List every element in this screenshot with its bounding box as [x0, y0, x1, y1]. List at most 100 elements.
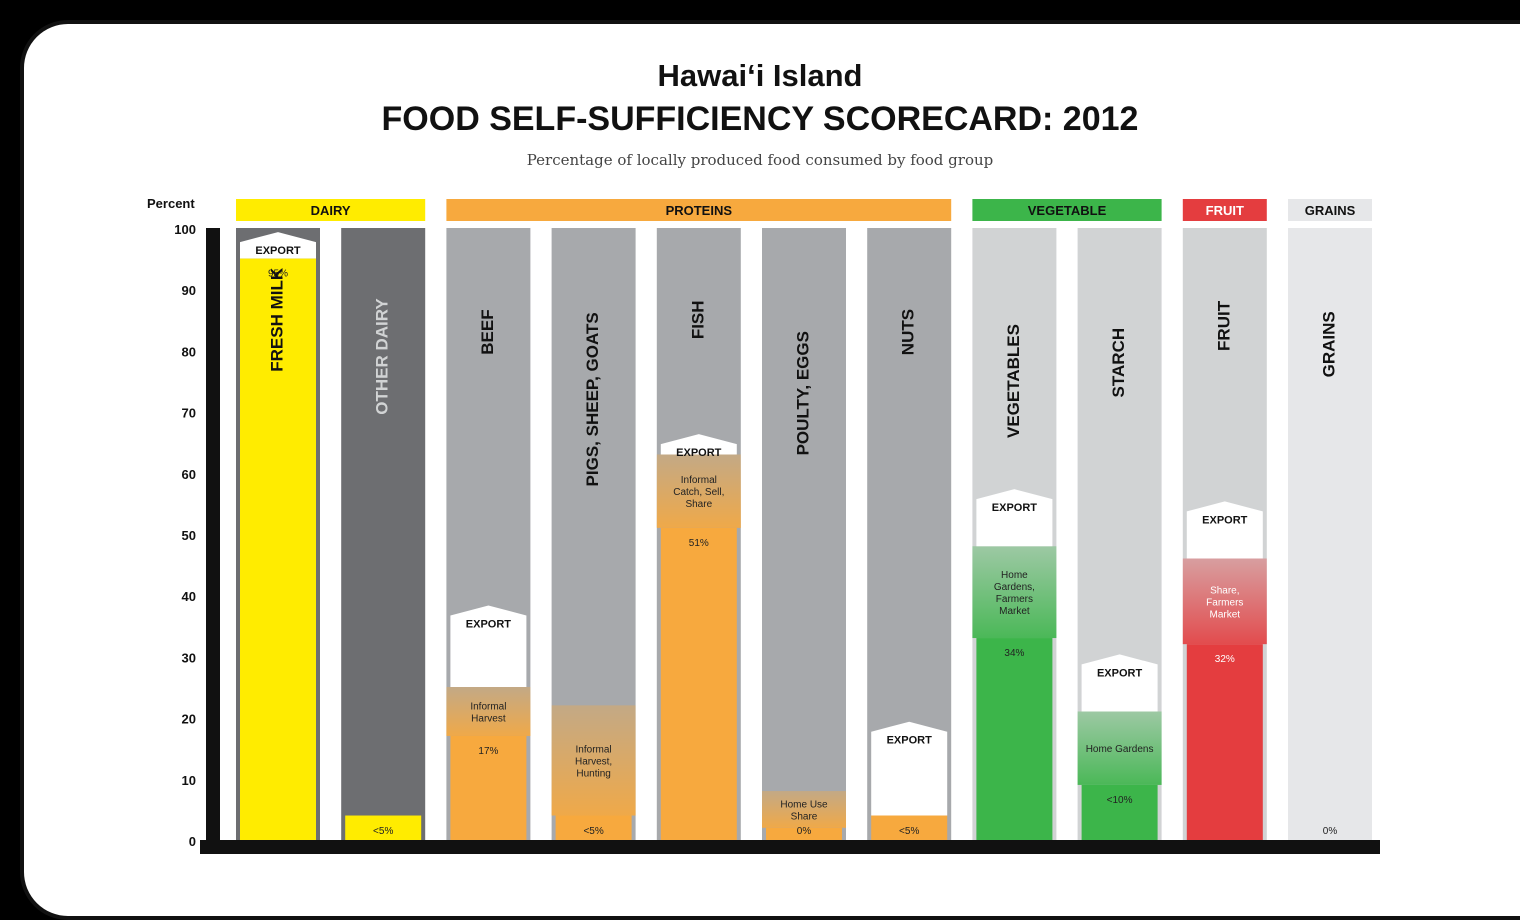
bar-value-label: 0% [1323, 826, 1338, 837]
informal-label: Informal [681, 475, 717, 486]
bar-value-label: <5% [373, 826, 393, 837]
export-arrow [871, 721, 948, 816]
y-axis-line [206, 228, 220, 852]
informal-segment [446, 687, 531, 736]
bar-category-label: OTHER DAIRY [373, 298, 392, 415]
informal-label: Market [999, 606, 1030, 617]
bar-value-beef [450, 735, 527, 840]
y-tick-label: 100 [174, 222, 196, 237]
y-tick-label: 50 [182, 528, 196, 543]
export-label: EXPORT [255, 245, 301, 257]
y-tick-label: 80 [182, 344, 196, 359]
chart-main-subtitle: FOOD SELF-SUFFICIENCY SCORECARD: 2012 [381, 100, 1139, 138]
chart-title: Hawai‘i Island [657, 58, 863, 93]
export-arrow [240, 232, 316, 259]
informal-label: Farmers [1206, 597, 1243, 608]
y-tick-label: 10 [182, 773, 196, 788]
informal-label: Home [1001, 570, 1028, 581]
group-header-vegetable [972, 199, 1162, 221]
bar-category-label: NUTS [899, 309, 918, 355]
y-tick-label: 0 [189, 834, 196, 849]
informal-label: Market [1210, 609, 1241, 620]
export-arrow [976, 489, 1053, 547]
bar-value-label: 0% [797, 826, 812, 837]
informal-label: Informal [470, 701, 506, 712]
informal-segment [1077, 711, 1162, 785]
bar-value-starch [1081, 784, 1158, 840]
bar-background [762, 228, 846, 840]
export-label: EXPORT [992, 502, 1038, 514]
bar-value-fruit [1186, 644, 1263, 840]
bar-value-label: 17% [478, 746, 498, 757]
group-header-label: GRAINS [1305, 203, 1356, 218]
y-tick-label: 90 [182, 283, 196, 298]
bar-category-label: POULTY, EGGS [793, 331, 812, 455]
informal-label: Informal [576, 744, 612, 755]
informal-segment [1182, 558, 1267, 645]
informal-label: Hunting [576, 768, 610, 779]
bar-value-poulty-eggs [766, 827, 842, 840]
scorecard-chart: Percent 0 10 20 30 40 50 60 70 80 90 100 DAIRY PROTEI… [147, 196, 1380, 854]
bar-category-label: FRESH MILK [267, 267, 286, 372]
group-header-proteins [446, 199, 952, 221]
export-arrow [660, 434, 737, 455]
bar-category-label: PIGS, SHEEP, GOATS [583, 312, 602, 486]
group-header-label: VEGETABLE [1028, 203, 1107, 218]
y-axis-label: Percent [147, 196, 195, 211]
bar-value-label: <5% [583, 826, 603, 837]
informal-label: Share, [1210, 585, 1239, 596]
export-label: EXPORT [466, 618, 512, 630]
x-axis-line [200, 840, 1380, 854]
bar-value-vegetables [976, 638, 1053, 840]
informal-segment [762, 791, 846, 828]
y-tick-label: 70 [182, 406, 196, 421]
bar-value-nuts [871, 815, 948, 840]
bar-value-fish [660, 527, 737, 840]
bar-value-label: <10% [1107, 795, 1133, 806]
group-header-label: FRUIT [1206, 203, 1244, 218]
y-tick-label: 40 [182, 589, 196, 604]
bar-value-pigs-sheep-goats [555, 815, 632, 840]
y-tick-label: 20 [182, 712, 196, 727]
informal-label: Farmers [996, 594, 1033, 605]
bar-value-other-dairy [345, 815, 422, 840]
bar-value-fresh-milk [240, 258, 316, 841]
informal-label: Share [685, 499, 712, 510]
group-header-grains [1288, 199, 1372, 221]
bar-background [1288, 228, 1372, 840]
group-header-label: PROTEINS [666, 203, 733, 218]
export-label: EXPORT [887, 735, 933, 747]
group-header-fruit [1182, 199, 1267, 221]
bar-value-label: <5% [899, 826, 919, 837]
export-label: EXPORT [1202, 514, 1248, 526]
bar-category-label: GRAINS [1319, 311, 1338, 377]
export-arrow [1081, 654, 1158, 712]
bar-category-label: FISH [688, 300, 707, 339]
bar-category-label: FRUIT [1214, 300, 1233, 351]
informal-label: Gardens, [994, 582, 1035, 593]
bar-background [341, 228, 426, 840]
y-tick-label: 30 [182, 650, 196, 665]
export-label: EXPORT [676, 447, 722, 459]
bar-value-label: 95% [268, 269, 288, 280]
informal-label: Harvest [471, 713, 506, 724]
bar-value-label: 51% [689, 538, 709, 549]
group-header-label: DAIRY [311, 203, 351, 218]
bar-category-label: VEGETABLES [1004, 324, 1023, 438]
export-label: EXPORT [1097, 667, 1143, 679]
bar-category-label: BEEF [478, 309, 497, 354]
informal-label: Home Gardens [1086, 744, 1154, 755]
export-arrow [450, 605, 527, 687]
group-header-dairy [236, 199, 426, 221]
export-arrow [1186, 501, 1263, 559]
bar-value-label: 34% [1004, 648, 1024, 659]
informal-segment [656, 454, 741, 528]
bar-value-label: 32% [1215, 654, 1235, 665]
informal-segment [551, 705, 636, 816]
informal-label: Share [791, 811, 818, 822]
informal-segment [972, 546, 1057, 639]
informal-label: Harvest, [575, 756, 612, 767]
chart-subtitle: Percentage of locally produced food cons… [526, 151, 994, 169]
informal-label: Catch, Sell, [673, 487, 724, 498]
informal-label: Home Use [780, 799, 828, 810]
